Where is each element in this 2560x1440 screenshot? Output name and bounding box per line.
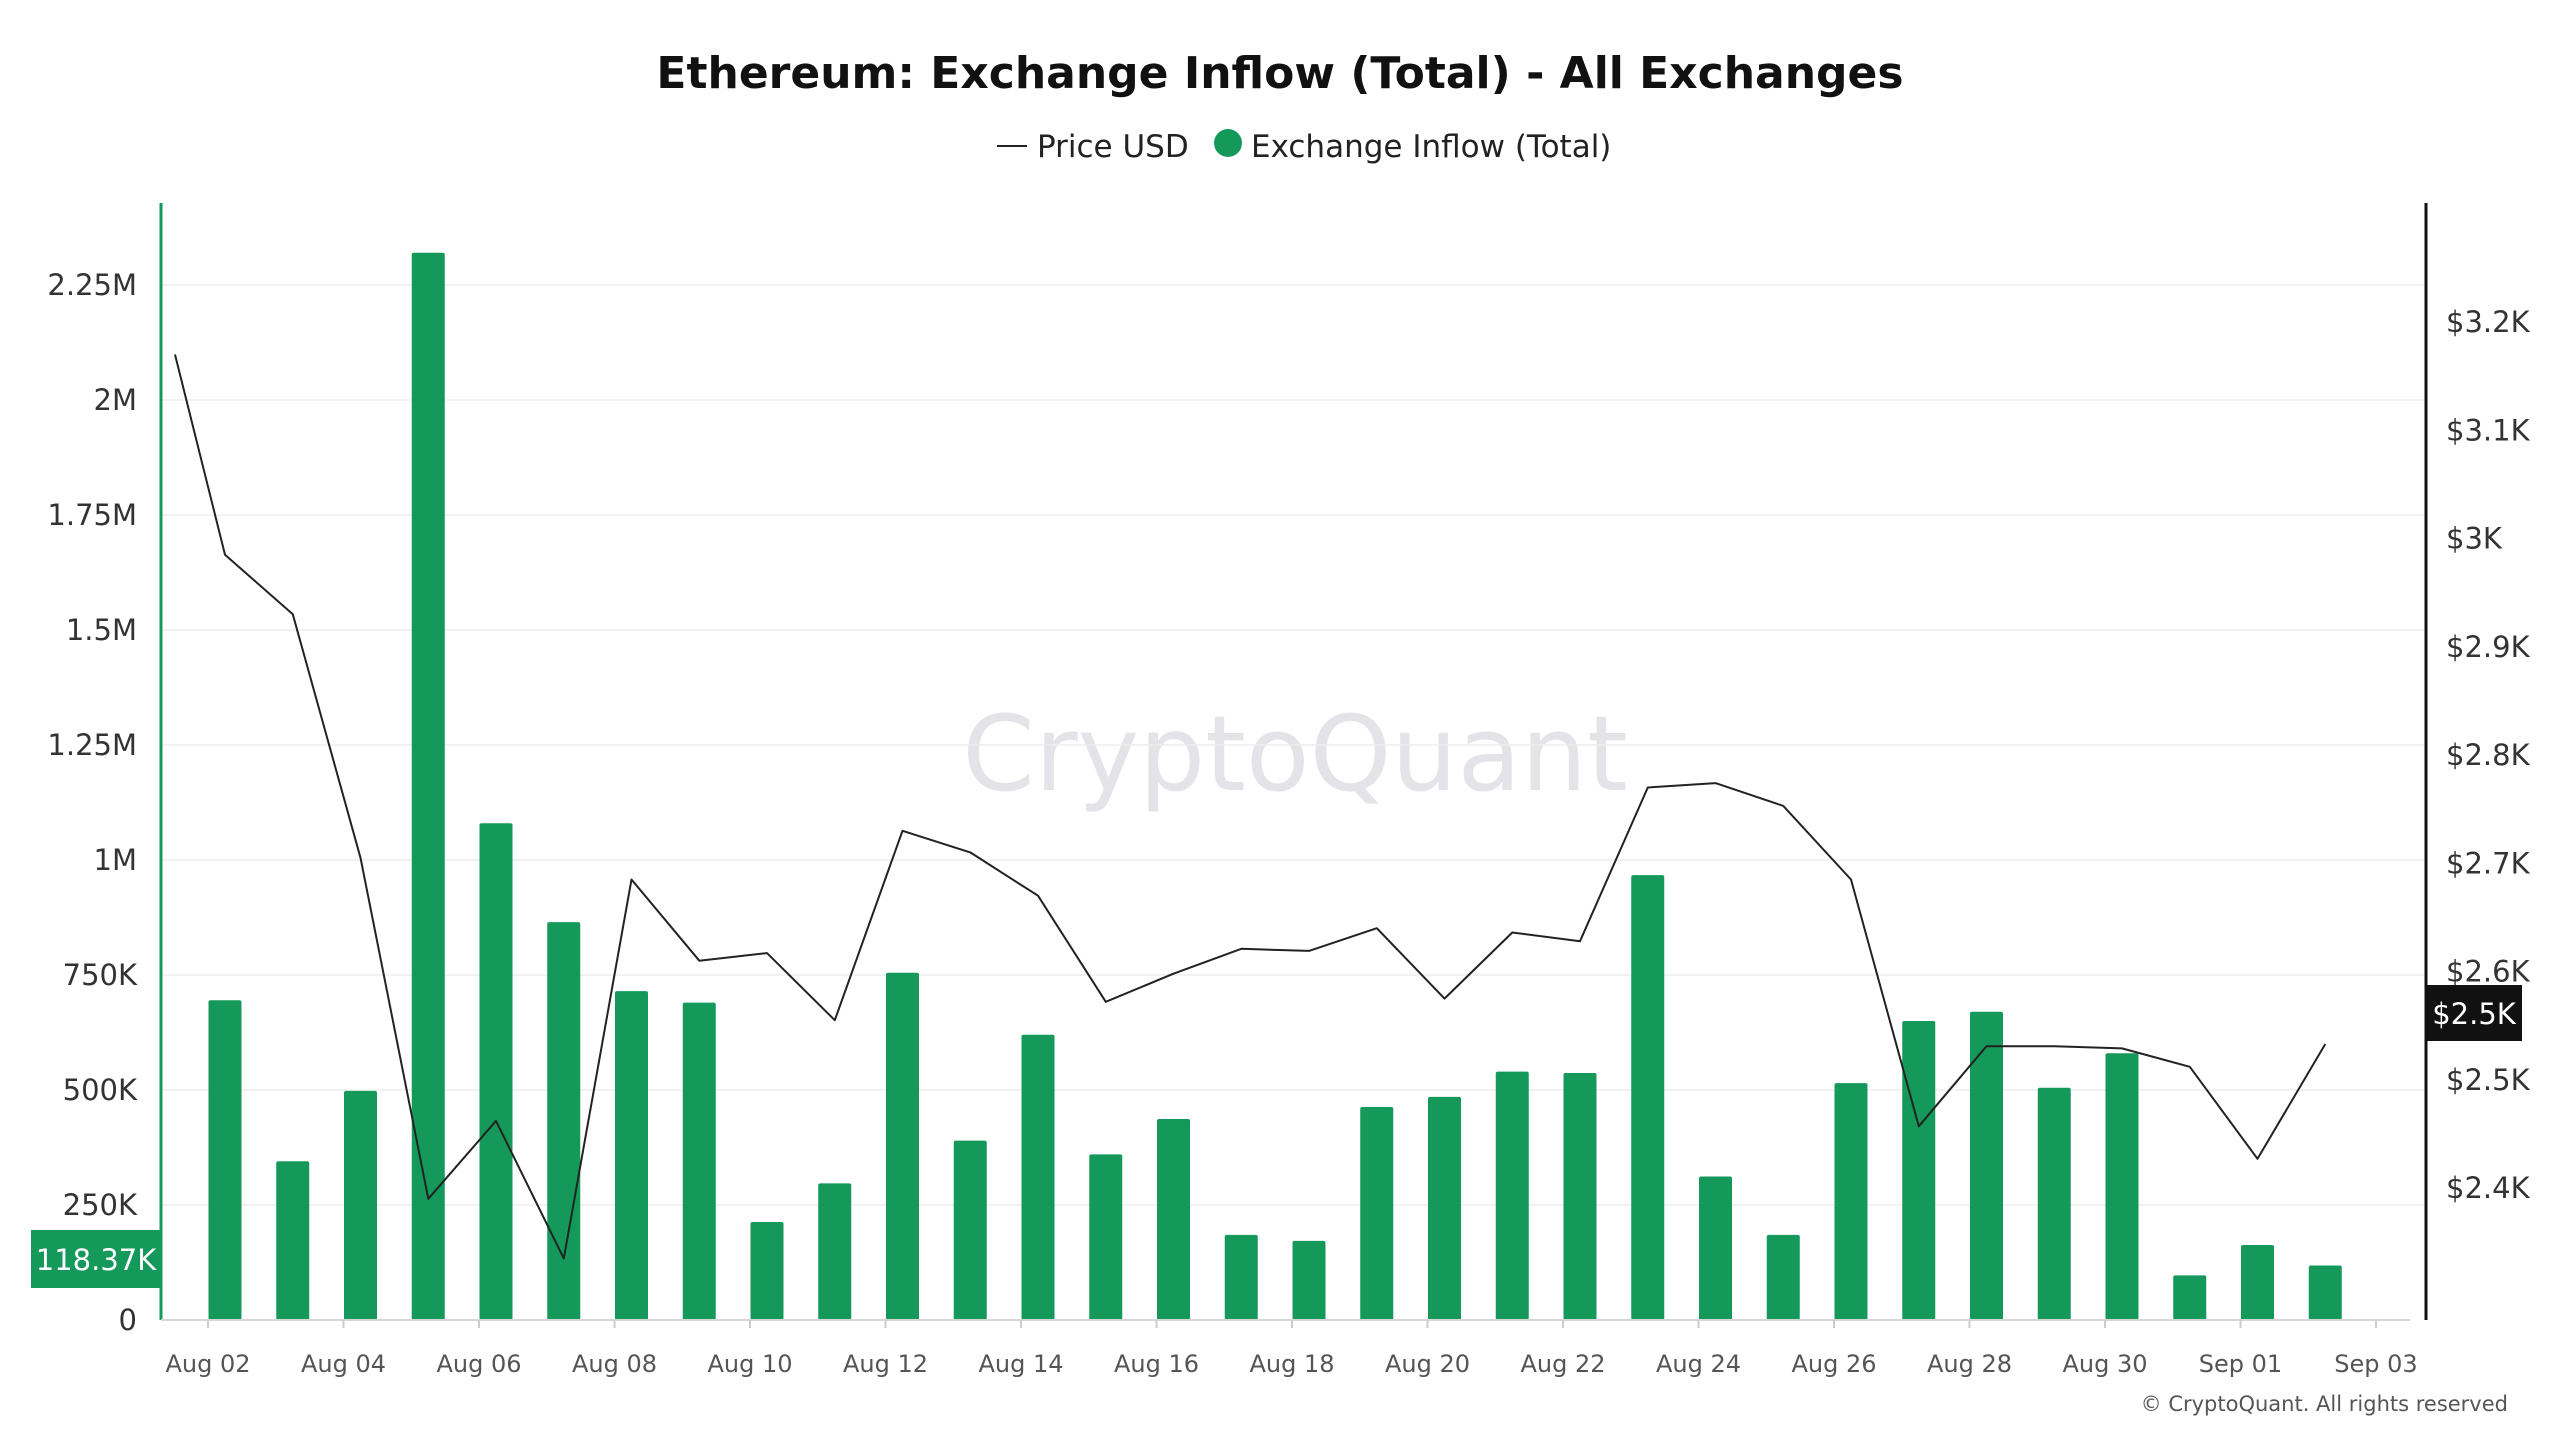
x-tick-label: Aug 30	[2062, 1350, 2147, 1378]
left-value-badge-text: 118.37K	[36, 1243, 157, 1277]
left-tick-label: 500K	[63, 1073, 138, 1107]
x-tick-label: Aug 04	[301, 1350, 386, 1378]
x-tick-label: Aug 18	[1249, 1350, 1334, 1378]
bar[interactable]	[1834, 1083, 1868, 1320]
bar[interactable]	[750, 1222, 784, 1320]
left-tick-label: 2M	[94, 383, 137, 417]
bar[interactable]	[411, 252, 445, 1320]
right-value-badge: $2.5K	[2426, 985, 2522, 1041]
bar[interactable]	[1631, 875, 1665, 1320]
bar[interactable]	[1360, 1107, 1394, 1320]
bar[interactable]	[276, 1161, 310, 1320]
bar[interactable]	[953, 1140, 987, 1320]
legend-item-price[interactable]: Price USD	[1037, 129, 1189, 165]
bar[interactable]	[1563, 1072, 1597, 1320]
right-value-badge-text: $2.5K	[2432, 997, 2517, 1031]
legend: Price USD Exchange Inflow (Total)	[997, 129, 1611, 165]
bar[interactable]	[2173, 1275, 2207, 1320]
left-axis-ticks: 0 250K 500K 750K 1M 1.25M 1.5M 1.75M 2M 2.25M	[47, 268, 138, 1337]
x-tick-label: Aug 12	[843, 1350, 928, 1378]
left-tick-label: 250K	[63, 1188, 138, 1222]
left-tick-label: 0	[119, 1303, 137, 1337]
left-tick-label: 1.75M	[47, 498, 137, 532]
legend-dot-swatch	[1214, 129, 1242, 157]
right-tick-label: $2.9K	[2446, 630, 2531, 664]
legend-item-inflow[interactable]: Exchange Inflow (Total)	[1251, 129, 1611, 165]
right-tick-label: $2.4K	[2446, 1171, 2531, 1205]
watermark: CryptoQuant	[962, 693, 1628, 815]
right-tick-label: $3.2K	[2446, 305, 2531, 339]
bar[interactable]	[1292, 1240, 1326, 1320]
bar[interactable]	[547, 922, 581, 1320]
x-tick-label: Aug 02	[165, 1350, 250, 1378]
x-tick-label: Aug 06	[436, 1350, 521, 1378]
x-tick-label: Aug 26	[1791, 1350, 1876, 1378]
copyright: © CryptoQuant. All rights reserved	[2141, 1392, 2508, 1416]
left-value-badge-bg	[31, 1230, 161, 1288]
left-tick-label: 1M	[94, 843, 137, 877]
bar[interactable]	[1699, 1176, 1732, 1320]
right-value-badge-bg	[2426, 985, 2522, 1041]
right-tick-label: $2.6K	[2446, 955, 2531, 989]
bars	[208, 252, 2342, 1320]
left-tick-label: 1.25M	[47, 728, 137, 762]
bar[interactable]	[886, 972, 919, 1320]
bar[interactable]	[1089, 1154, 1123, 1320]
left-tick-label: 750K	[63, 958, 138, 992]
x-tick-label: Aug 20	[1385, 1350, 1470, 1378]
bar[interactable]	[1428, 1096, 1461, 1320]
price-line-group	[174, 354, 2327, 1260]
right-tick-label: $2.5K	[2446, 1063, 2531, 1097]
x-tick-label: Aug 10	[707, 1350, 792, 1378]
right-axis-ticks: $2.4K $2.5K $2.6K $2.7K $2.8K $2.9K $3K $3.1K $3…	[2446, 305, 2531, 1205]
bar[interactable]	[1766, 1234, 1800, 1320]
x-tick-label: Sep 03	[2334, 1350, 2417, 1378]
price-line	[174, 354, 2327, 1260]
x-tick-label: Aug 24	[1656, 1350, 1741, 1378]
bar[interactable]	[1970, 1011, 2003, 1320]
x-axis-ticks: Aug 02 Aug 04 Aug 06 Aug 08 Aug 10 Aug 12 Aug …	[165, 1320, 2418, 1378]
x-tick-label: Aug 22	[1520, 1350, 1605, 1378]
chart-title: Ethereum: Exchange Inflow (Total) - All …	[656, 48, 1903, 99]
left-value-badge: 118.37K	[31, 1230, 161, 1288]
bar[interactable]	[1902, 1021, 1936, 1320]
right-tick-label: $2.8K	[2446, 738, 2531, 772]
right-tick-label: $2.7K	[2446, 846, 2531, 880]
left-tick-label: 2.25M	[47, 268, 137, 302]
x-tick-label: Aug 16	[1114, 1350, 1199, 1378]
bar[interactable]	[344, 1090, 377, 1320]
right-tick-label: $3.1K	[2446, 413, 2531, 447]
bar[interactable]	[2037, 1087, 2071, 1320]
x-tick-label: Aug 14	[978, 1350, 1063, 1378]
right-tick-label: $3K	[2446, 522, 2503, 556]
bar[interactable]	[682, 1002, 716, 1320]
bar[interactable]	[1495, 1071, 1529, 1320]
bar[interactable]	[2308, 1265, 2342, 1320]
bar[interactable]	[2241, 1245, 2274, 1320]
left-tick-label: 1.5M	[66, 613, 137, 647]
bar[interactable]	[1224, 1234, 1258, 1320]
bar[interactable]	[2105, 1053, 2139, 1320]
bar[interactable]	[208, 1000, 242, 1320]
bar[interactable]	[615, 991, 648, 1320]
x-tick-label: Sep 01	[2199, 1350, 2282, 1378]
bar[interactable]	[479, 823, 513, 1320]
bar[interactable]	[1157, 1118, 1190, 1320]
x-tick-label: Aug 28	[1927, 1350, 2012, 1378]
x-tick-label: Aug 08	[572, 1350, 657, 1378]
bar[interactable]	[1021, 1034, 1055, 1320]
bar[interactable]	[818, 1183, 852, 1320]
